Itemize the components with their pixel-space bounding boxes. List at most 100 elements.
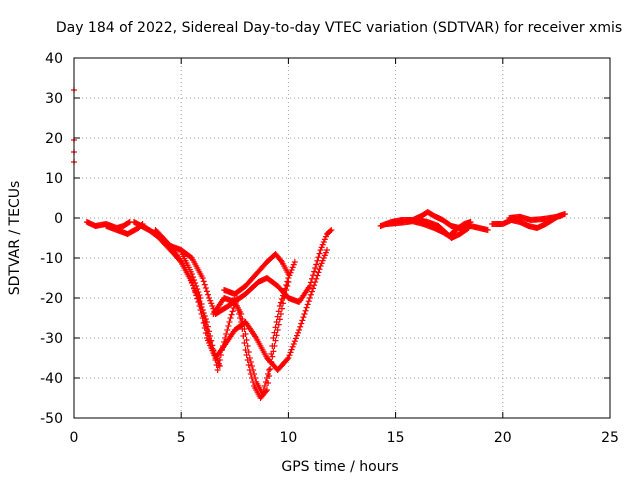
data-point xyxy=(265,380,272,386)
data-point xyxy=(216,363,223,369)
data-point xyxy=(312,265,319,271)
data-point xyxy=(201,319,208,325)
data-point xyxy=(206,295,213,301)
data-point xyxy=(207,339,214,345)
data-point xyxy=(200,313,207,319)
data-point xyxy=(194,286,201,292)
y-tick-label: 20 xyxy=(45,131,63,147)
data-point xyxy=(286,352,293,359)
data-point xyxy=(202,323,209,329)
data-point xyxy=(317,263,324,269)
data-point xyxy=(561,211,568,217)
data-point xyxy=(266,367,273,373)
data-point xyxy=(306,295,313,301)
data-point xyxy=(202,285,209,291)
data-point xyxy=(317,247,324,253)
data-point xyxy=(125,219,132,226)
x-tick-label: 0 xyxy=(70,430,79,446)
data-point xyxy=(226,319,233,325)
data-point xyxy=(194,295,201,302)
data-point xyxy=(316,266,323,273)
data-point xyxy=(270,348,277,355)
data-point xyxy=(232,299,239,305)
data-point xyxy=(315,269,322,276)
chart-title: Day 184 of 2022, Sidereal Day-to-day VTE… xyxy=(56,20,622,36)
data-point xyxy=(302,307,309,314)
data-point xyxy=(321,252,328,259)
data-point xyxy=(277,311,284,317)
data-point xyxy=(238,319,245,325)
data-point xyxy=(248,375,255,381)
data-point xyxy=(188,271,195,277)
data-point xyxy=(196,292,203,298)
data-point xyxy=(272,337,279,344)
data-point xyxy=(223,331,230,337)
data-point xyxy=(288,346,295,353)
data-point xyxy=(285,355,292,361)
data-point xyxy=(244,343,251,349)
data-point xyxy=(304,301,311,308)
tick-label-layer: 0 5 10 15 20 25 -50 -40 -30 -20 -10 0 10 20 30 40 xyxy=(40,51,619,446)
data-point xyxy=(228,311,235,318)
tick-layer xyxy=(73,57,611,419)
data-point xyxy=(285,279,292,285)
data-point xyxy=(289,264,296,271)
data-point xyxy=(198,301,205,307)
data-point xyxy=(320,255,327,261)
data-point xyxy=(241,340,248,346)
data-point xyxy=(271,343,278,349)
data-point xyxy=(305,298,312,305)
data-point xyxy=(207,297,214,304)
data-point xyxy=(282,291,289,297)
data-point xyxy=(285,271,292,277)
data-point xyxy=(195,289,202,295)
data-point xyxy=(205,331,211,337)
data-point xyxy=(307,291,314,298)
data-point xyxy=(312,279,319,285)
data-point xyxy=(328,227,335,233)
data-point xyxy=(199,275,206,281)
y-tick-label: 10 xyxy=(45,171,63,187)
x-tick-label: 20 xyxy=(494,430,512,446)
data-point xyxy=(237,315,244,321)
data-point xyxy=(278,305,285,312)
data-point xyxy=(297,323,304,330)
data-point xyxy=(275,321,282,328)
data-point xyxy=(268,359,275,365)
x-tick-label: 25 xyxy=(601,430,619,446)
data-point xyxy=(306,283,313,289)
y-tick-label: -30 xyxy=(40,331,63,347)
data-point xyxy=(227,315,234,321)
data-point xyxy=(318,260,325,267)
data-point xyxy=(240,333,247,339)
data-point xyxy=(283,287,290,293)
data-point xyxy=(315,254,322,261)
grid-layer xyxy=(74,58,610,418)
y-tick-label: 40 xyxy=(45,51,63,67)
data-point xyxy=(464,225,471,232)
data-point xyxy=(203,288,210,295)
data-point xyxy=(300,314,307,321)
data-point xyxy=(467,219,474,225)
data-point xyxy=(267,366,274,372)
data-point xyxy=(197,295,204,301)
data-point xyxy=(244,357,251,363)
data-point xyxy=(189,274,196,280)
data-point xyxy=(299,317,306,324)
data-point xyxy=(310,285,317,292)
data-point xyxy=(465,225,472,231)
data-point xyxy=(286,272,293,279)
data-point xyxy=(322,249,329,256)
data-point xyxy=(229,308,236,315)
data-point xyxy=(269,353,276,360)
data-point xyxy=(311,282,318,289)
data-point xyxy=(557,213,564,219)
data-point xyxy=(484,227,491,233)
data-point xyxy=(321,236,328,243)
data-point xyxy=(293,332,300,339)
data-point xyxy=(323,247,330,253)
data-point xyxy=(301,311,308,317)
data-point xyxy=(233,303,240,309)
data-point xyxy=(193,283,200,289)
data-point xyxy=(203,327,210,333)
